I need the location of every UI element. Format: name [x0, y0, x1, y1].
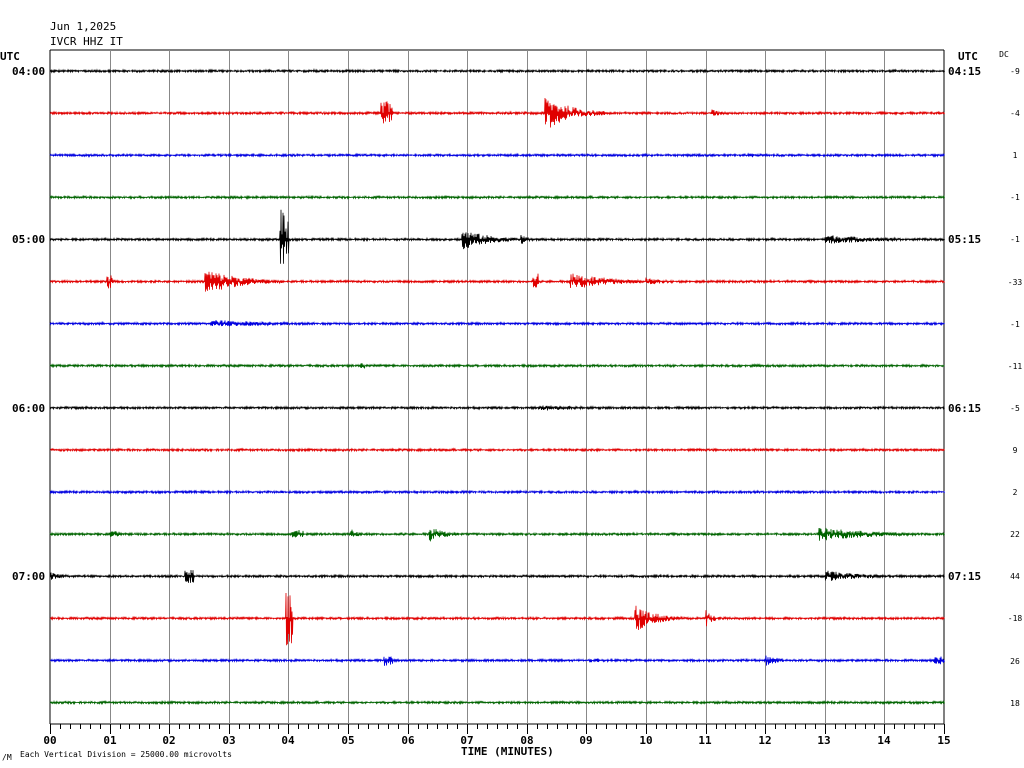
left-time-label: 04:00 — [12, 65, 46, 78]
x-tick-label: 04 — [281, 734, 295, 747]
dc-title: DC — [999, 50, 1009, 59]
x-tick-label: 14 — [877, 734, 891, 747]
x-tick-label: 10 — [639, 734, 653, 747]
dc-value: -1 — [1010, 320, 1020, 329]
x-tick-label: 06 — [401, 734, 415, 747]
dc-value: -9 — [1010, 67, 1020, 76]
x-tick-label: 03 — [222, 734, 236, 747]
dc-value: 26 — [1010, 657, 1020, 666]
x-axis-title: TIME (MINUTES) — [461, 745, 554, 758]
seismic-trace — [49, 655, 945, 666]
right-time-label: 04:15 — [948, 65, 982, 78]
dc-value: -18 — [1007, 614, 1023, 623]
x-tick-label: 05 — [341, 734, 355, 747]
x-tick-label: 09 — [579, 734, 593, 747]
dc-value: -33 — [1007, 278, 1023, 287]
seismic-trace — [49, 363, 945, 369]
x-tick-label: 08 — [520, 734, 534, 747]
seismic-trace — [49, 320, 945, 327]
dc-value: 18 — [1010, 699, 1020, 708]
x-tick-label: 02 — [162, 734, 176, 747]
dc-value: 44 — [1010, 572, 1020, 581]
dc-value: -11 — [1007, 362, 1023, 371]
seismic-trace — [49, 569, 945, 583]
right-utc-title: UTC — [958, 50, 978, 63]
x-tick-label: 12 — [758, 734, 772, 747]
left-time-label: 06:00 — [12, 402, 46, 415]
station-label: IVCR HHZ IT — [50, 35, 123, 48]
dc-value: -1 — [1010, 193, 1020, 202]
dc-value: -1 — [1010, 235, 1020, 244]
right-time-label: 05:15 — [948, 233, 982, 246]
seismic-trace — [49, 527, 945, 542]
right-time-label: 06:15 — [948, 402, 982, 415]
dc-value: 9 — [1012, 446, 1018, 455]
seismic-trace — [49, 152, 945, 158]
seismic-trace — [49, 97, 945, 128]
seismic-trace — [49, 194, 945, 200]
seismic-trace — [49, 404, 945, 411]
seismic-trace — [49, 447, 945, 453]
left-time-label: 07:00 — [12, 570, 46, 583]
seismic-trace — [49, 68, 945, 74]
x-tick-label: 15 — [937, 734, 951, 747]
left-utc-title: UTC — [0, 50, 20, 63]
dc-value: 2 — [1012, 488, 1018, 497]
dc-value: -4 — [1010, 109, 1020, 118]
footer-mark: /M — [2, 753, 12, 762]
left-time-label: 05:00 — [12, 233, 46, 246]
x-tick-label: 00 — [43, 734, 57, 747]
seismic-trace — [49, 271, 945, 292]
x-tick-label: 13 — [817, 734, 831, 747]
dc-value: 22 — [1010, 530, 1020, 539]
x-tick-label: 07 — [460, 734, 474, 747]
seismic-trace — [49, 592, 945, 646]
right-time-label: 07:15 — [948, 570, 982, 583]
dc-value: 1 — [1012, 151, 1018, 160]
seismic-trace — [49, 209, 945, 264]
seismic-trace — [49, 489, 945, 495]
date-label: Jun 1,2025 — [50, 20, 117, 33]
dc-value: -5 — [1010, 404, 1020, 413]
x-tick-label: 01 — [103, 734, 117, 747]
seismic-trace — [49, 699, 945, 706]
footer-note: Each Vertical Division = 25000.00 microv… — [20, 750, 232, 759]
x-tick-label: 11 — [698, 734, 712, 747]
